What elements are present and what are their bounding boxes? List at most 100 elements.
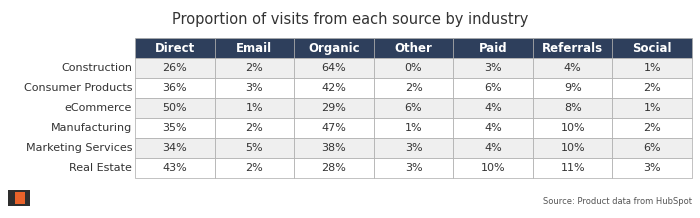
Text: 2%: 2% xyxy=(643,123,661,133)
Bar xyxy=(215,118,294,138)
Bar xyxy=(374,38,454,58)
Bar xyxy=(15,192,25,204)
Text: 3%: 3% xyxy=(246,83,263,93)
Text: 4%: 4% xyxy=(564,63,582,73)
Text: 42%: 42% xyxy=(321,83,346,93)
Bar xyxy=(374,138,454,158)
Bar xyxy=(454,58,533,78)
Bar xyxy=(612,38,692,58)
Text: 1%: 1% xyxy=(643,103,661,113)
Bar xyxy=(533,58,612,78)
Bar xyxy=(454,158,533,178)
Bar xyxy=(374,58,454,78)
Text: 6%: 6% xyxy=(643,143,661,153)
Bar xyxy=(294,78,374,98)
Text: Manufacturing: Manufacturing xyxy=(50,123,132,133)
Text: 10%: 10% xyxy=(481,163,505,173)
Text: 26%: 26% xyxy=(162,63,187,73)
Text: 0%: 0% xyxy=(405,63,422,73)
Bar xyxy=(135,118,215,138)
Text: 2%: 2% xyxy=(246,163,263,173)
Text: 2%: 2% xyxy=(246,63,263,73)
Bar xyxy=(612,158,692,178)
Text: Direct: Direct xyxy=(155,41,195,54)
Bar xyxy=(533,158,612,178)
Text: 4%: 4% xyxy=(484,103,502,113)
Text: Proportion of visits from each source by industry: Proportion of visits from each source by… xyxy=(172,12,528,27)
Bar xyxy=(135,78,215,98)
Text: 2%: 2% xyxy=(643,83,661,93)
Text: 6%: 6% xyxy=(405,103,422,113)
Text: 3%: 3% xyxy=(643,163,661,173)
Text: 47%: 47% xyxy=(321,123,346,133)
Bar xyxy=(533,138,612,158)
Text: 11%: 11% xyxy=(560,163,585,173)
Text: 36%: 36% xyxy=(162,83,187,93)
Text: Referrals: Referrals xyxy=(542,41,603,54)
Text: 3%: 3% xyxy=(405,143,422,153)
Bar xyxy=(612,98,692,118)
Text: 34%: 34% xyxy=(162,143,187,153)
Bar xyxy=(454,138,533,158)
Text: 35%: 35% xyxy=(162,123,187,133)
Bar xyxy=(135,38,215,58)
Bar xyxy=(294,38,374,58)
Bar xyxy=(454,118,533,138)
Text: 2%: 2% xyxy=(405,83,422,93)
Bar xyxy=(215,138,294,158)
Text: Consumer Products: Consumer Products xyxy=(24,83,132,93)
Text: Marketing Services: Marketing Services xyxy=(25,143,132,153)
Bar xyxy=(294,58,374,78)
Bar xyxy=(8,190,30,206)
Text: Other: Other xyxy=(395,41,433,54)
Bar xyxy=(612,118,692,138)
Text: 10%: 10% xyxy=(560,123,585,133)
Bar xyxy=(374,78,454,98)
Bar xyxy=(374,98,454,118)
Bar xyxy=(294,158,374,178)
Text: 3%: 3% xyxy=(484,63,502,73)
Text: 28%: 28% xyxy=(321,163,346,173)
Bar xyxy=(454,38,533,58)
Text: eCommerce: eCommerce xyxy=(64,103,132,113)
Bar xyxy=(215,58,294,78)
Text: 43%: 43% xyxy=(162,163,187,173)
Bar xyxy=(454,98,533,118)
Bar xyxy=(374,158,454,178)
Bar xyxy=(135,58,215,78)
Text: Social: Social xyxy=(633,41,672,54)
Bar xyxy=(294,98,374,118)
Bar xyxy=(135,98,215,118)
Text: Organic: Organic xyxy=(308,41,360,54)
Text: 3%: 3% xyxy=(405,163,422,173)
Text: 5%: 5% xyxy=(246,143,263,153)
Text: 50%: 50% xyxy=(162,103,187,113)
Bar xyxy=(533,38,612,58)
Text: 1%: 1% xyxy=(405,123,422,133)
Bar xyxy=(612,78,692,98)
Text: 2%: 2% xyxy=(246,123,263,133)
Text: 29%: 29% xyxy=(321,103,346,113)
Bar xyxy=(135,138,215,158)
Text: 9%: 9% xyxy=(564,83,582,93)
Bar xyxy=(533,118,612,138)
Text: Email: Email xyxy=(237,41,272,54)
Text: 38%: 38% xyxy=(321,143,346,153)
Text: 1%: 1% xyxy=(246,103,263,113)
Text: 4%: 4% xyxy=(484,123,502,133)
Text: 10%: 10% xyxy=(560,143,585,153)
Bar xyxy=(215,158,294,178)
Text: 4%: 4% xyxy=(484,143,502,153)
Text: 1%: 1% xyxy=(643,63,661,73)
Bar xyxy=(533,98,612,118)
Text: Construction: Construction xyxy=(61,63,132,73)
Bar xyxy=(215,78,294,98)
Bar xyxy=(294,138,374,158)
Text: 64%: 64% xyxy=(321,63,346,73)
Text: Source: Product data from HubSpot: Source: Product data from HubSpot xyxy=(543,197,692,206)
Bar xyxy=(294,118,374,138)
Bar xyxy=(374,118,454,138)
Bar xyxy=(612,58,692,78)
Bar xyxy=(612,138,692,158)
Bar xyxy=(454,78,533,98)
